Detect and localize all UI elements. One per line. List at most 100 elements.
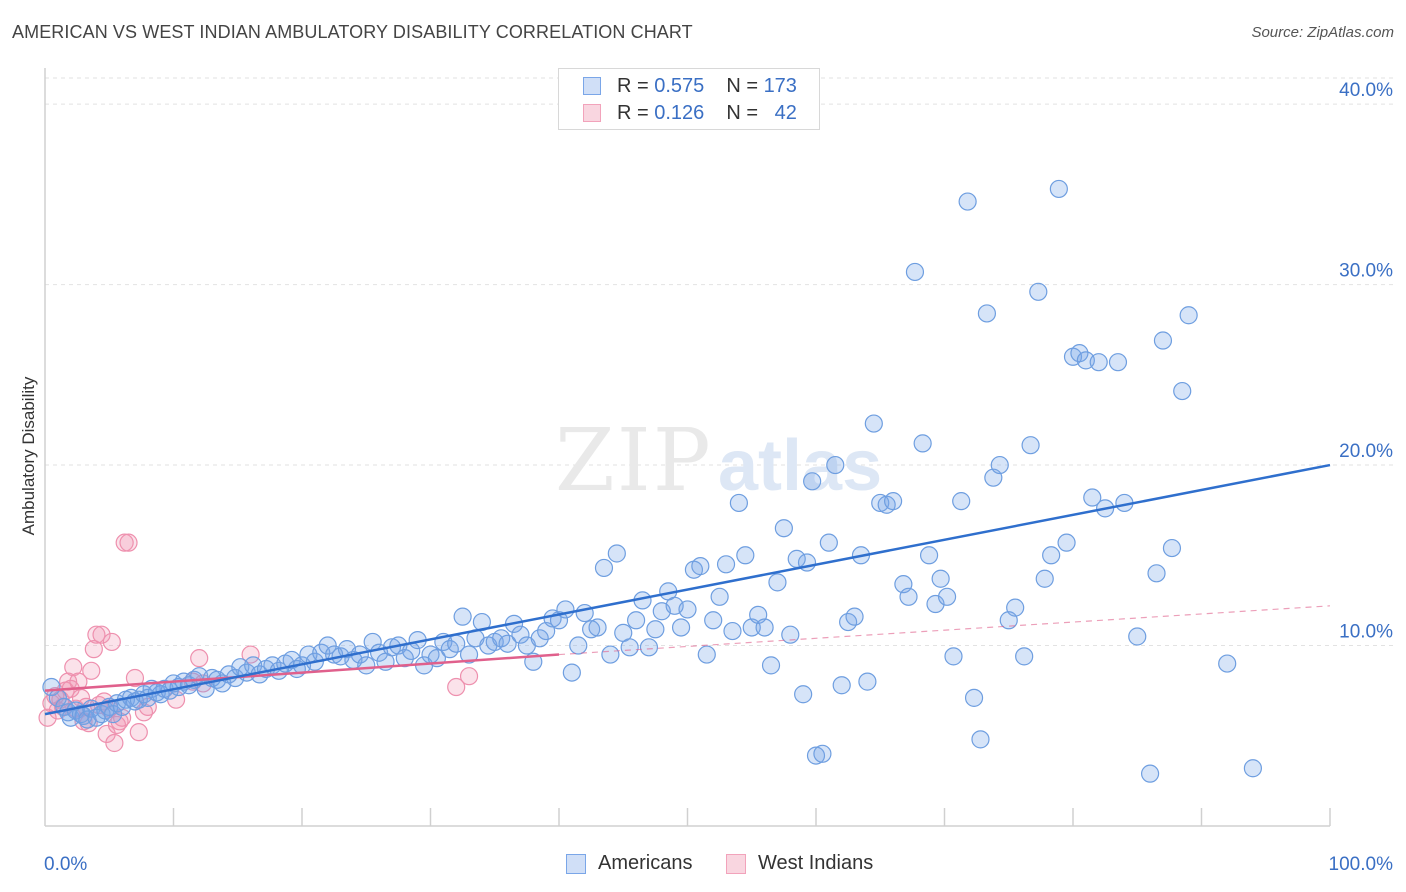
y-tick-labels: 10.0% 20.0% 30.0% 40.0% — [1339, 80, 1393, 642]
americans-point — [498, 634, 517, 653]
americans-point — [971, 730, 990, 749]
west-indians-point — [190, 649, 209, 668]
americans-point — [1173, 381, 1192, 401]
americans-point — [588, 618, 607, 637]
legend-swatch-americans — [583, 77, 601, 95]
americans-point — [710, 587, 729, 606]
americans-point — [1021, 436, 1040, 455]
americans-point — [569, 636, 588, 655]
americans-point — [761, 656, 781, 675]
west-indians-point — [112, 708, 132, 727]
americans-point — [990, 455, 1009, 475]
americans-point — [1147, 564, 1166, 583]
americans-point — [1243, 759, 1263, 778]
americans-point — [958, 192, 977, 211]
legend-r-value: 0.126 — [654, 101, 705, 124]
americans-point — [1218, 654, 1237, 673]
americans-point — [803, 472, 822, 491]
west-indians-point — [84, 640, 103, 659]
americans-point — [819, 533, 838, 552]
y-axis-label: Ambulatory Disability — [19, 376, 38, 535]
americans-point — [864, 414, 883, 433]
legend-row-west-indians: R = 0.126 N = 42 — [583, 101, 797, 125]
americans-point — [729, 493, 749, 513]
bottom-legend-label-west-indians: West Indians — [758, 852, 874, 874]
americans-point — [755, 618, 774, 637]
americans-point — [691, 557, 710, 576]
source-label: Source: ZipAtlas.com — [1251, 24, 1394, 41]
americans-point — [913, 434, 932, 453]
americans-point — [1089, 353, 1108, 372]
west-indians-point — [125, 668, 145, 688]
americans-point — [858, 672, 877, 691]
legend-n-label: N = — [726, 74, 758, 97]
americans-point — [582, 620, 601, 639]
americans-point — [1049, 179, 1068, 199]
americans-point — [781, 625, 800, 644]
americans-point — [937, 587, 957, 606]
bottom-legend-swatch-west-indians — [726, 853, 746, 874]
americans-point — [1042, 546, 1061, 565]
americans-point — [594, 558, 614, 578]
americans-point — [919, 546, 939, 565]
americans-point — [806, 746, 826, 765]
legend-swatch-west-indians — [583, 104, 601, 122]
americans-point — [926, 594, 945, 614]
legend-n-label: N = — [726, 101, 758, 124]
west-indians-trend-line — [44, 653, 560, 692]
americans-point — [1029, 282, 1048, 301]
americans-point — [530, 629, 549, 648]
americans-point — [607, 544, 626, 563]
x-tick-label: 100.0% — [1329, 854, 1394, 875]
west-indians-trend-extension — [558, 605, 1331, 656]
americans-point — [952, 492, 971, 511]
west-indians-point — [241, 645, 260, 664]
x-tick-labels: 0.0% 100.0% — [44, 854, 1393, 875]
americans-point — [459, 645, 479, 664]
americans-point — [944, 647, 963, 666]
americans-point — [511, 625, 530, 644]
americans-point — [736, 546, 755, 565]
legend-r-value: 0.575 — [654, 74, 705, 97]
americans-point — [1015, 647, 1034, 666]
bottom-legend-west-indians: West Indians — [726, 852, 873, 875]
americans-point — [813, 744, 832, 763]
americans-point — [1153, 331, 1173, 350]
west-indians-point — [92, 625, 111, 644]
americans-point — [395, 649, 414, 668]
watermark-atlas: atlas — [718, 426, 882, 506]
americans-point — [826, 455, 845, 475]
y-tick-label: 10.0% — [1339, 622, 1393, 643]
americans-point — [1035, 569, 1054, 588]
americans-point — [1108, 353, 1128, 372]
west-indians-point — [105, 733, 124, 753]
americans-point — [845, 607, 864, 626]
americans-point — [899, 587, 918, 606]
americans-point — [357, 656, 376, 675]
americans-point — [1179, 306, 1198, 325]
y-tick-label: 20.0% — [1339, 441, 1393, 462]
americans-point — [620, 638, 639, 657]
americans-point — [1140, 764, 1160, 783]
west-indians-point — [102, 632, 121, 652]
americans-point — [716, 555, 736, 574]
americans-point — [704, 611, 723, 630]
americans-point — [1128, 627, 1147, 646]
legend-row-americans: R = 0.575 N = 173 — [583, 74, 797, 98]
correlation-legend: R = 0.575 N = 173 R = 0.126 N = 42 — [558, 68, 820, 130]
americans-point — [977, 304, 997, 323]
americans-point — [905, 262, 925, 282]
americans-point — [697, 645, 716, 664]
americans-point — [601, 645, 620, 664]
west-indians-point — [129, 723, 148, 742]
legend-r-label: R = — [617, 74, 649, 97]
americans-point — [678, 600, 697, 619]
americans-point — [774, 519, 793, 538]
west-indians-point — [115, 533, 134, 552]
americans-point — [1083, 488, 1102, 507]
y-tick-label: 30.0% — [1339, 261, 1393, 282]
americans-point — [318, 636, 337, 655]
americans-point — [768, 573, 787, 592]
axes — [44, 68, 1331, 827]
